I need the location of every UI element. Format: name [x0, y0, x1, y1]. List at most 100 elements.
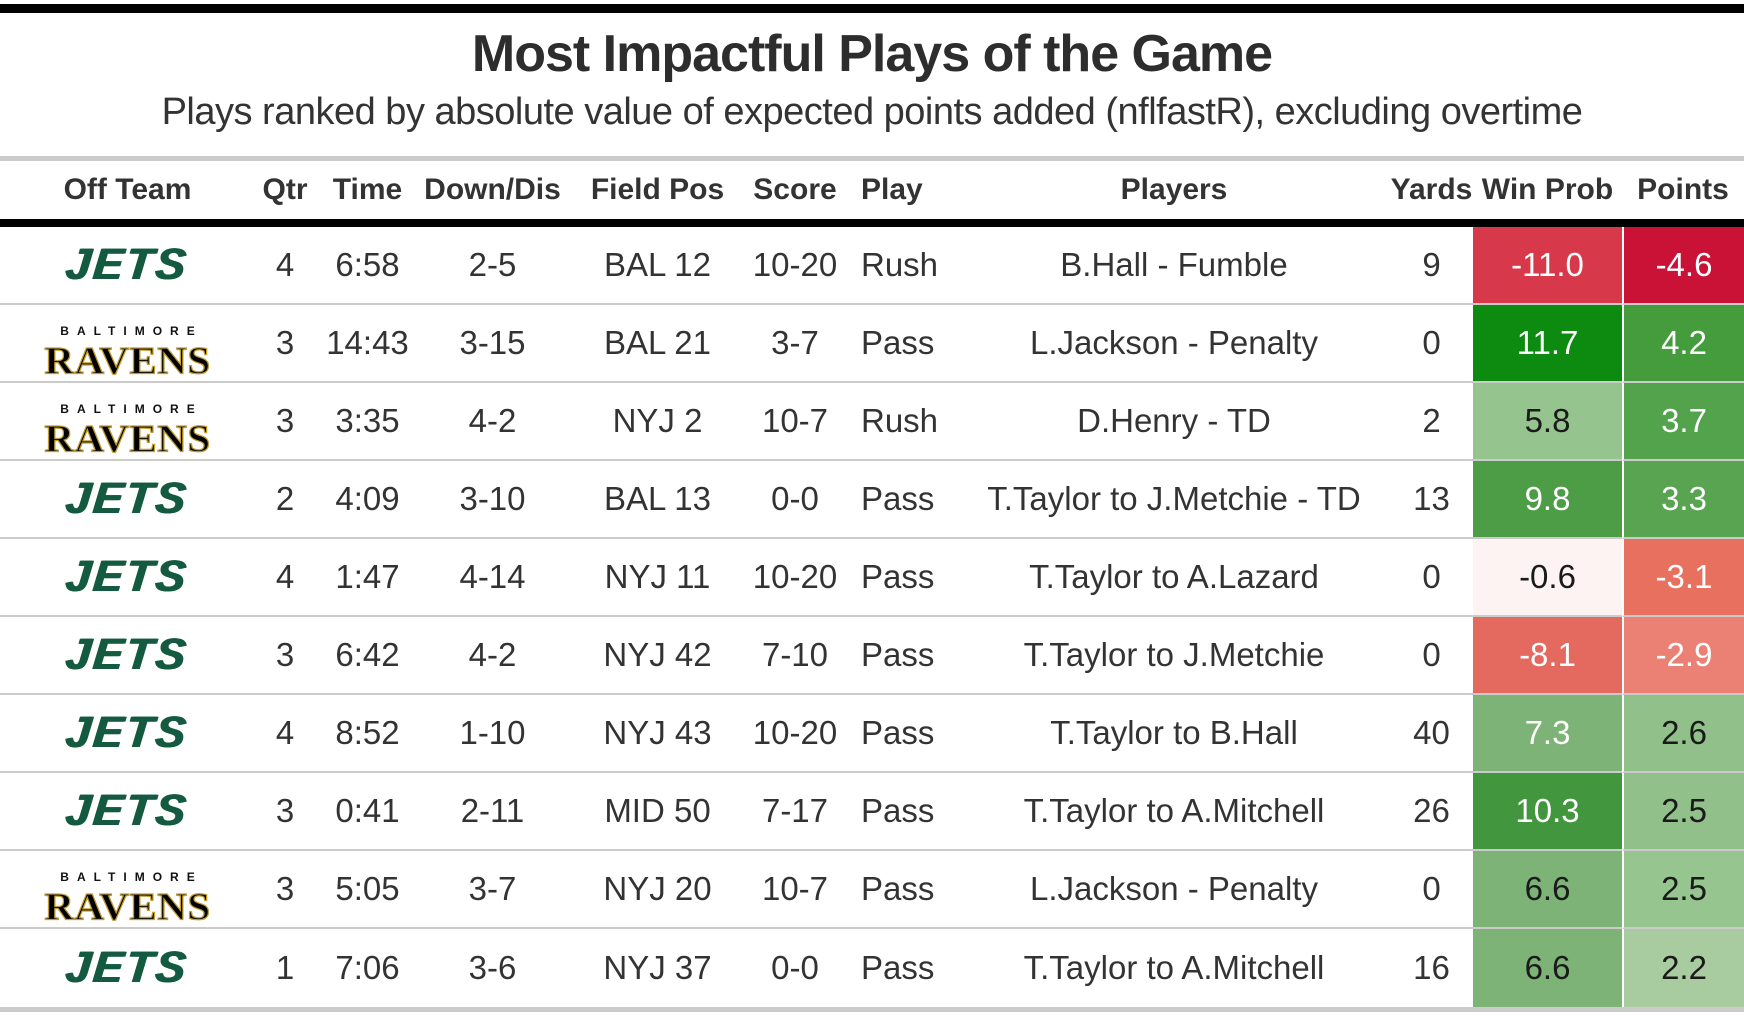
table-row: JETS 1 7:06 3-6 NYJ 37 0-0 Pass T.Taylor… [0, 929, 1744, 1008]
cell-points: 2.2 [1622, 929, 1744, 1008]
cell-qtr: 4 [255, 695, 315, 774]
jets-logo: JETS [63, 630, 192, 680]
cell-play: Pass [840, 851, 958, 930]
cell-down-dis: 3-15 [420, 305, 565, 384]
cell-points: 3.3 [1622, 461, 1744, 540]
cell-yards: 0 [1390, 305, 1473, 384]
cell-field-pos: BAL 12 [565, 227, 750, 306]
cell-score: 0-0 [750, 929, 840, 1008]
cell-points: -3.1 [1622, 539, 1744, 618]
cell-win-prob: -0.6 [1473, 539, 1622, 618]
cell-score: 10-20 [750, 695, 840, 774]
cell-field-pos: NYJ 42 [565, 617, 750, 696]
jets-logo: JETS [63, 474, 192, 524]
cell-yards: 0 [1390, 539, 1473, 618]
cell-off-team: JETS [0, 773, 255, 852]
table-row: JETS 3 6:42 4-2 NYJ 42 7-10 Pass T.Taylo… [0, 617, 1744, 696]
cell-players: L.Jackson - Penalty [958, 305, 1390, 384]
cell-win-prob: -11.0 [1473, 227, 1622, 306]
ravens-logo-wordmark: RAVENS [44, 338, 211, 383]
cell-score: 3-7 [750, 305, 840, 384]
ravens-logo-wordmark: RAVENS [44, 884, 211, 929]
cell-field-pos: NYJ 20 [565, 851, 750, 930]
cell-win-prob: 7.3 [1473, 695, 1622, 774]
cell-players: T.Taylor to A.Lazard [958, 539, 1390, 618]
table-row: BALTIMORE RAVENS 3 14:43 3-15 BAL 21 3-7 … [0, 305, 1744, 384]
cell-time: 14:43 [315, 305, 420, 384]
cell-win-prob: 10.3 [1473, 773, 1622, 852]
cell-down-dis: 2-5 [420, 227, 565, 306]
jets-logo: JETS [63, 943, 192, 993]
column-header-points: Points [1622, 161, 1744, 228]
cell-points: 2.5 [1622, 773, 1744, 852]
cell-players: T.Taylor to A.Mitchell [958, 773, 1390, 852]
column-header-win-prob: Win Prob [1473, 161, 1622, 228]
cell-time: 4:09 [315, 461, 420, 540]
cell-win-prob: 11.7 [1473, 305, 1622, 384]
cell-yards: 9 [1390, 227, 1473, 306]
cell-score: 10-20 [750, 227, 840, 306]
cell-qtr: 2 [255, 461, 315, 540]
cell-off-team: JETS [0, 227, 255, 306]
cell-play: Pass [840, 773, 958, 852]
cell-off-team: JETS [0, 617, 255, 696]
column-header-players: Players [958, 161, 1390, 228]
cell-play: Pass [840, 929, 958, 1008]
cell-time: 8:52 [315, 695, 420, 774]
cell-score: 7-17 [750, 773, 840, 852]
cell-yards: 0 [1390, 851, 1473, 930]
cell-yards: 2 [1390, 383, 1473, 462]
cell-field-pos: NYJ 43 [565, 695, 750, 774]
cell-off-team: BALTIMORE RAVENS [0, 305, 255, 384]
cell-yards: 13 [1390, 461, 1473, 540]
cell-down-dis: 3-6 [420, 929, 565, 1008]
header-divider [0, 156, 1744, 162]
jets-logo: JETS [63, 786, 192, 836]
cell-qtr: 1 [255, 929, 315, 1008]
jets-logo: JETS [63, 240, 192, 290]
cell-down-dis: 3-10 [420, 461, 565, 540]
page-subtitle: Plays ranked by absolute value of expect… [161, 90, 1583, 133]
cell-qtr: 3 [255, 383, 315, 462]
cell-time: 5:05 [315, 851, 420, 930]
cell-players: L.Jackson - Penalty [958, 851, 1390, 930]
cell-players: T.Taylor to A.Mitchell [958, 929, 1390, 1008]
column-header-off-team: Off Team [0, 161, 255, 228]
cell-yards: 0 [1390, 617, 1473, 696]
cell-down-dis: 4-2 [420, 617, 565, 696]
cell-win-prob: 9.8 [1473, 461, 1622, 540]
table-row: JETS 4 1:47 4-14 NYJ 11 10-20 Pass T.Tay… [0, 539, 1744, 618]
cell-win-prob: 6.6 [1473, 851, 1622, 930]
jets-logo: JETS [63, 708, 192, 758]
cell-off-team: JETS [0, 539, 255, 618]
cell-off-team: BALTIMORE RAVENS [0, 383, 255, 462]
ravens-logo: BALTIMORE RAVENS [44, 871, 211, 929]
cell-play: Pass [840, 617, 958, 696]
cell-qtr: 4 [255, 227, 315, 306]
table-row: JETS 2 4:09 3-10 BAL 13 0-0 Pass T.Taylo… [0, 461, 1744, 540]
cell-players: D.Henry - TD [958, 383, 1390, 462]
table-bottom-rule [0, 1007, 1744, 1013]
column-header-play: Play [840, 161, 958, 228]
cell-down-dis: 3-7 [420, 851, 565, 930]
cell-time: 7:06 [315, 929, 420, 1008]
cell-down-dis: 2-11 [420, 773, 565, 852]
cell-qtr: 3 [255, 617, 315, 696]
column-header-qtr: Qtr [255, 161, 315, 228]
cell-win-prob: -8.1 [1473, 617, 1622, 696]
cell-points: 4.2 [1622, 305, 1744, 384]
cell-time: 3:35 [315, 383, 420, 462]
cell-down-dis: 4-2 [420, 383, 565, 462]
cell-qtr: 3 [255, 851, 315, 930]
cell-play: Pass [840, 461, 958, 540]
column-header-time: Time [315, 161, 420, 228]
cell-play: Pass [840, 695, 958, 774]
cell-yards: 26 [1390, 773, 1473, 852]
cell-play: Pass [840, 539, 958, 618]
cell-yards: 16 [1390, 929, 1473, 1008]
cell-points: -4.6 [1622, 227, 1744, 306]
ravens-logo-city: BALTIMORE [60, 402, 203, 417]
cell-time: 6:42 [315, 617, 420, 696]
column-header-down-dis: Down/Dis [420, 161, 565, 228]
table-row: BALTIMORE RAVENS 3 3:35 4-2 NYJ 2 10-7 Ru… [0, 383, 1744, 462]
